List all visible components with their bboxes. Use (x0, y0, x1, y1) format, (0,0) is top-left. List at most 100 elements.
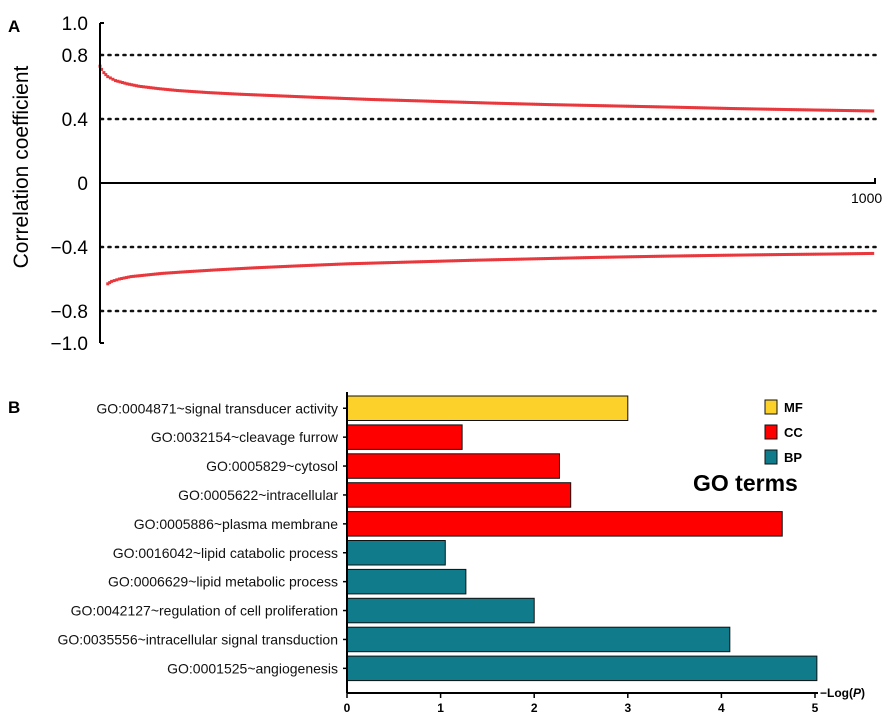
positive-correlation-point (118, 80, 122, 84)
negative-correlation-point (258, 266, 262, 270)
positive-correlation-point (784, 108, 788, 112)
positive-correlation-point (340, 96, 344, 100)
negative-correlation-point (110, 279, 114, 283)
b-category-labels: GO:0004871~signal transducer activity GO:… (57, 400, 347, 676)
negative-correlation-point (348, 262, 352, 266)
negative-correlation-point (251, 266, 255, 270)
positive-correlation-point (306, 95, 310, 99)
positive-correlation-point (267, 93, 271, 97)
negative-correlation-point (481, 258, 485, 262)
negative-correlation-point (868, 251, 872, 255)
positive-correlation-point (722, 106, 726, 110)
negative-correlation-point (580, 256, 584, 260)
negative-correlation-point (447, 259, 451, 263)
negative-correlation-point (859, 252, 863, 256)
negative-correlation-point (684, 254, 688, 258)
negative-correlation-point (397, 260, 401, 264)
positive-correlation-point (848, 109, 852, 113)
positive-correlation-point (743, 107, 747, 111)
negative-correlation-point (852, 252, 856, 256)
negative-correlation-point (385, 261, 389, 265)
positive-correlation-point (204, 90, 208, 94)
negative-correlation-point (265, 265, 269, 269)
positive-correlation-point (417, 99, 421, 103)
positive-correlation-point (226, 92, 230, 96)
legend-label-cc: CC (784, 425, 803, 440)
negative-correlation-point (808, 252, 812, 256)
positive-correlation-point (855, 109, 859, 113)
positive-correlation-point (777, 107, 781, 111)
negative-correlation-point (276, 265, 280, 269)
positive-correlation-point (315, 95, 319, 99)
negative-correlation-point (162, 271, 166, 275)
positive-correlation-point (333, 96, 337, 100)
positive-correlation-point (653, 105, 657, 109)
positive-correlation-point (676, 105, 680, 109)
negative-correlation-point (672, 254, 676, 258)
positive-correlation-point (724, 106, 728, 110)
negative-correlation-point (198, 269, 202, 273)
positive-correlation-point (265, 93, 269, 97)
legend-swatch-cc (764, 424, 778, 440)
positive-correlation-point (543, 102, 547, 106)
a-y-tick-labels: 1.0 0.8 0.4 0 −0.4 −0.8 −1.0 (50, 14, 104, 355)
negative-correlation-point (217, 268, 221, 272)
negative-correlation-point (106, 282, 110, 286)
positive-correlation-point (299, 95, 303, 99)
positive-correlation-point (151, 86, 155, 90)
positive-correlation-point (511, 102, 515, 106)
positive-correlation-point (161, 87, 165, 91)
positive-correlation-point (793, 108, 797, 112)
negative-correlation-point (383, 261, 387, 265)
negative-correlation-point (327, 263, 331, 267)
negative-correlation-point (822, 252, 826, 256)
a-y-tick-label: −0.8 (50, 302, 88, 323)
negative-correlation-point (193, 269, 197, 273)
positive-correlation-point (495, 101, 499, 105)
positive-correlation-point (713, 106, 717, 110)
negative-correlation-point (195, 269, 199, 273)
positive-correlation-point (374, 98, 378, 102)
positive-correlation-point (469, 101, 473, 105)
negative-correlation-point (320, 263, 324, 267)
positive-correlation-point (218, 91, 222, 95)
negative-correlation-point (221, 268, 225, 272)
negative-correlation-point (612, 255, 616, 259)
negative-correlation-point (801, 252, 805, 256)
positive-correlation-point (839, 108, 843, 112)
positive-correlation-point (347, 97, 351, 101)
negative-correlation-point (431, 259, 435, 263)
negative-correlation-point (806, 252, 810, 256)
negative-correlation-point (318, 263, 322, 267)
positive-correlation-point (211, 91, 215, 95)
category-label: GO:0042127~regulation of cell proliferat… (71, 603, 338, 619)
positive-correlation-point (612, 104, 616, 108)
negative-correlation-point (514, 257, 518, 261)
negative-correlation-point (773, 253, 777, 257)
negative-correlation-point (426, 260, 430, 264)
category-label: GO:0005886~plasma membrane (134, 516, 338, 532)
negative-correlation-point (406, 260, 410, 264)
negative-correlation-point (330, 262, 334, 266)
negative-correlation-point (750, 253, 754, 257)
positive-correlation-point (552, 103, 556, 107)
positive-correlation-point (729, 106, 733, 110)
positive-correlation-point (651, 105, 655, 109)
positive-correlation-point (285, 94, 289, 98)
positive-correlation-point (324, 96, 328, 100)
panel-a: A 1.0 0.8 0.4 0 −0.4 −0.8 −1.0 1000 Correlatio… (8, 14, 882, 355)
positive-correlation-point (649, 105, 653, 109)
positive-correlation-point (667, 105, 671, 109)
negative-correlation-point (401, 260, 405, 264)
negative-correlation-point (543, 257, 547, 261)
negative-correlation-point (403, 260, 407, 264)
negative-correlation-point (789, 252, 793, 256)
negative-correlation-point (242, 266, 246, 270)
positive-correlation-point (159, 87, 163, 91)
positive-correlation-point (387, 98, 391, 102)
negative-correlation-point (530, 257, 534, 261)
negative-correlation-point (463, 258, 467, 262)
negative-correlation-point (459, 259, 463, 263)
positive-correlation-point (376, 98, 380, 102)
positive-correlation-point (163, 87, 167, 91)
